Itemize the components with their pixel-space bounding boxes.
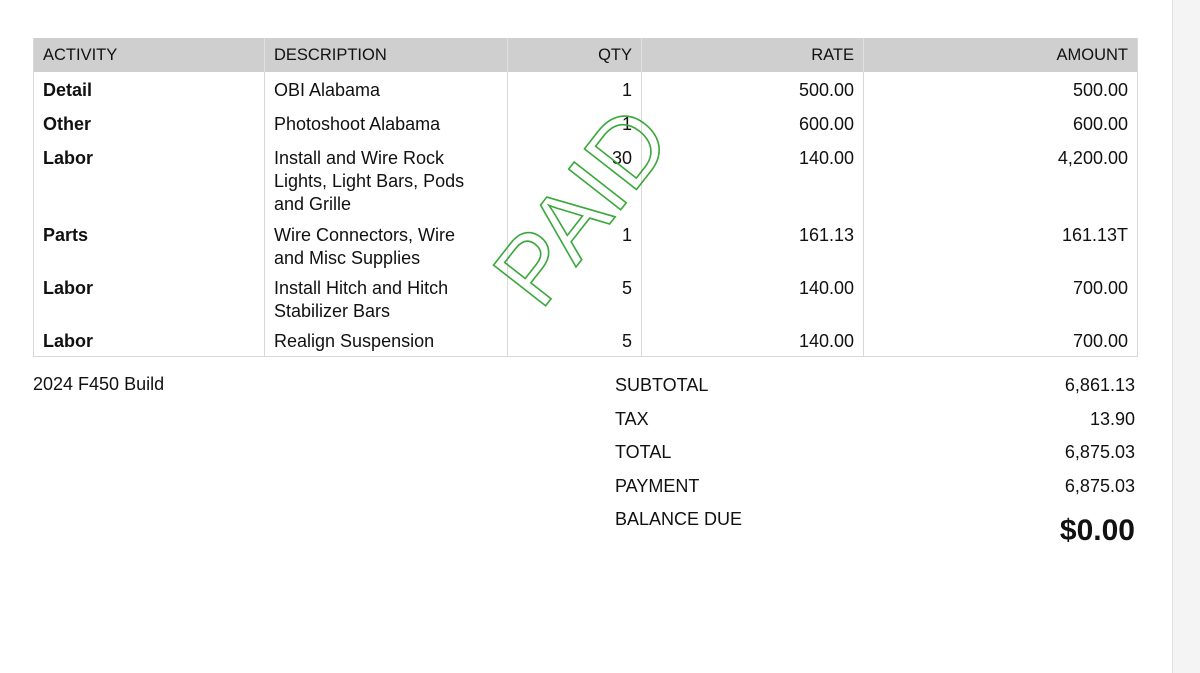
header-rate: RATE: [641, 38, 864, 72]
qty-cell: 1: [507, 72, 642, 106]
qty-cell: 5: [507, 323, 642, 357]
amount-cell: 700.00: [863, 270, 1138, 323]
rate-cell: 161.13: [641, 217, 864, 270]
description-line: and Misc Supplies: [274, 248, 421, 268]
description-line: Install Hitch and Hitch: [274, 278, 449, 298]
table-row: Labor Install Hitch and Hitch Stabilizer B…: [33, 270, 1138, 323]
line-items-table: ACTIVITY DESCRIPTION QTY RATE AMOUNT Det…: [33, 38, 1138, 357]
activity-cell: Parts: [33, 217, 265, 270]
description-line: Install and Wire Rock: [274, 148, 445, 168]
description-line: OBI Alabama: [274, 80, 381, 100]
payment-label: PAYMENT: [615, 475, 700, 496]
qty-cell: 1: [507, 106, 642, 140]
description-cell: Realign Suspension: [264, 323, 508, 357]
total-row: TOTAL 6,875.03: [615, 441, 1135, 475]
subtotal-label: SUBTOTAL: [615, 375, 709, 395]
tax-row: TAX 13.90: [615, 408, 1135, 442]
rate-cell: 140.00: [641, 270, 864, 323]
description-cell: Wire Connectors, Wire and Misc Supplies: [264, 217, 508, 270]
totals-section: SUBTOTAL 6,861.13 TAX 13.90 TOTAL 6,875.03 …: [615, 374, 1135, 547]
rate-cell: 140.00: [641, 140, 864, 217]
header-qty: QTY: [507, 38, 642, 72]
amount-cell: 700.00: [863, 323, 1138, 357]
total-value: 6,875.03: [1064, 442, 1135, 462]
activity-cell: Labor: [33, 140, 265, 217]
header-amount: AMOUNT: [863, 38, 1138, 72]
description-line: Wire Connectors, Wire: [274, 225, 456, 245]
table-row: Labor Realign Suspension 5 140.00 700.00: [33, 323, 1138, 357]
description-cell: Install and Wire Rock Lights, Light Bars,…: [264, 140, 508, 217]
table-row: Parts Wire Connectors, Wire and Misc Suppl…: [33, 217, 1138, 270]
qty-cell: 1: [507, 217, 642, 270]
description-line: and Grille: [274, 194, 352, 214]
activity-cell: Labor: [33, 270, 265, 323]
description-cell: OBI Alabama: [264, 72, 508, 106]
header-activity: ACTIVITY: [33, 38, 265, 72]
qty-cell: 30: [507, 140, 642, 217]
payment-row: PAYMENT 6,875.03: [615, 475, 1135, 509]
rate-cell: 500.00: [641, 72, 864, 106]
balance-value: $0.00: [1059, 514, 1135, 547]
table-row: Other Photoshoot Alabama 1 600.00 600.00: [33, 106, 1138, 140]
balance-label: BALANCE DUE: [615, 509, 743, 529]
tax-value: 13.90: [1089, 408, 1135, 429]
table-header: ACTIVITY DESCRIPTION QTY RATE AMOUNT: [33, 38, 1138, 72]
payment-value: 6,875.03: [1064, 475, 1135, 496]
amount-cell: 600.00: [863, 106, 1138, 140]
header-description: DESCRIPTION: [264, 38, 508, 72]
tax-label: TAX: [615, 408, 649, 429]
amount-cell: 161.13T: [863, 217, 1138, 270]
rate-cell: 140.00: [641, 323, 864, 357]
activity-cell: Labor: [33, 323, 265, 357]
side-panel: [1172, 0, 1200, 673]
subtotal-row: SUBTOTAL 6,861.13: [615, 374, 1135, 408]
activity-cell: Other: [33, 106, 265, 140]
rate-cell: 600.00: [641, 106, 864, 140]
description-cell: Install Hitch and Hitch Stabilizer Bars: [264, 270, 508, 323]
invoice-memo: 2024 F450 Build: [33, 374, 165, 394]
description-line: Lights, Light Bars, Pods: [274, 171, 465, 191]
total-label: TOTAL: [615, 442, 672, 462]
subtotal-value: 6,861.13: [1064, 375, 1135, 395]
description-cell: Photoshoot Alabama: [264, 106, 508, 140]
activity-cell: Detail: [33, 72, 265, 106]
description-line: Stabilizer Bars: [274, 301, 391, 321]
amount-cell: 4,200.00: [863, 140, 1138, 217]
description-line: Realign Suspension: [274, 331, 435, 351]
description-line: Photoshoot Alabama: [274, 114, 441, 134]
amount-cell: 500.00: [863, 72, 1138, 106]
table-row: Detail OBI Alabama 1 500.00 500.00: [33, 72, 1138, 106]
balance-row: BALANCE DUE $0.00: [615, 508, 1135, 547]
qty-cell: 5: [507, 270, 642, 323]
table-row: Labor Install and Wire Rock Lights, Light …: [33, 140, 1138, 217]
